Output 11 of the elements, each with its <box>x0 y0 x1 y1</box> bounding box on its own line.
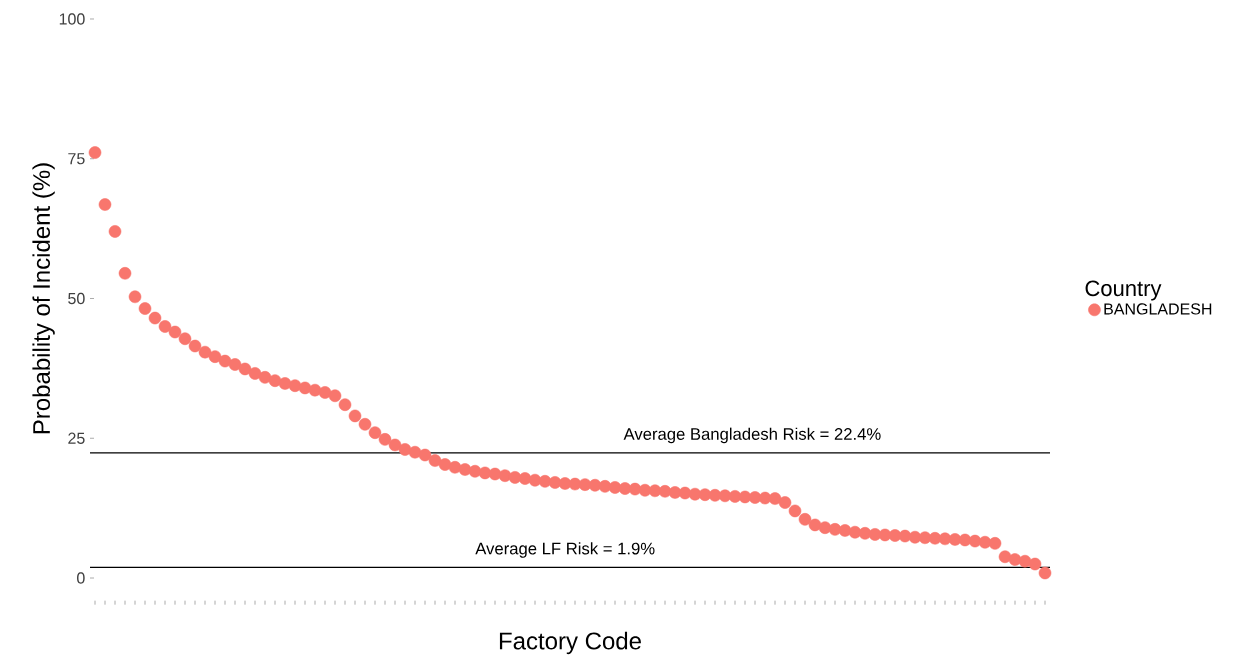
legend-label: BANGLADESH <box>1104 303 1212 315</box>
y-tick-label: 50 <box>68 292 85 305</box>
y-tick-label: 0 <box>77 572 85 584</box>
y-tick-label: 100 <box>59 13 85 25</box>
x-axis-title: Factory Code <box>499 631 641 655</box>
y-tick-label: 25 <box>68 432 85 444</box>
legend-title: Country <box>1085 280 1162 301</box>
ref-line-label: Average LF Risk = 1.9% <box>475 542 655 558</box>
ref-line-label: Average Bangladesh Risk = 22.4% <box>623 427 881 444</box>
y-axis-title: Probability of Incident (%) <box>32 163 55 434</box>
y-tick-label: 75 <box>68 153 85 165</box>
